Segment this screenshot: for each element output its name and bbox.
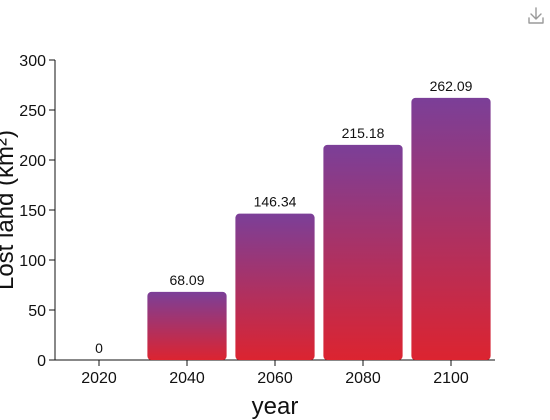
y-axis: 0 50 100 150 200 250 300	[19, 53, 56, 370]
x-tick-label: 2020	[81, 370, 117, 387]
x-tick-label: 2080	[345, 370, 381, 387]
download-icon	[528, 7, 544, 24]
bar-value-label: 0	[95, 340, 103, 356]
bar-value-label: 262.09	[430, 78, 473, 94]
data-labels: 0 68.09 146.34 215.18 262.09	[95, 78, 473, 356]
bar[interactable]	[235, 213, 315, 360]
x-axis: 2020 2040 2060 2080 2100	[55, 359, 495, 387]
x-axis-title: year	[252, 393, 299, 420]
y-tick-label: 0	[37, 353, 46, 370]
bar-value-label: 215.18	[342, 125, 385, 141]
y-tick-label: 150	[19, 203, 46, 220]
bar[interactable]	[411, 97, 491, 360]
bars	[147, 97, 491, 360]
y-tick-label: 300	[19, 53, 46, 70]
y-tick-label: 50	[28, 303, 46, 320]
y-tick-label: 200	[19, 153, 46, 170]
download-button[interactable]	[525, 5, 547, 27]
bar-value-label: 68.09	[169, 272, 204, 288]
bar[interactable]	[323, 144, 403, 360]
bar-value-label: 146.34	[254, 194, 297, 210]
y-tick-label: 100	[19, 253, 46, 270]
x-tick-label: 2060	[257, 370, 293, 387]
y-tick-label: 250	[19, 103, 46, 120]
y-axis-title: Lost land (km²)	[0, 130, 19, 290]
x-tick-label: 2040	[169, 370, 205, 387]
bar[interactable]	[147, 291, 227, 360]
x-tick-label: 2100	[433, 370, 469, 387]
